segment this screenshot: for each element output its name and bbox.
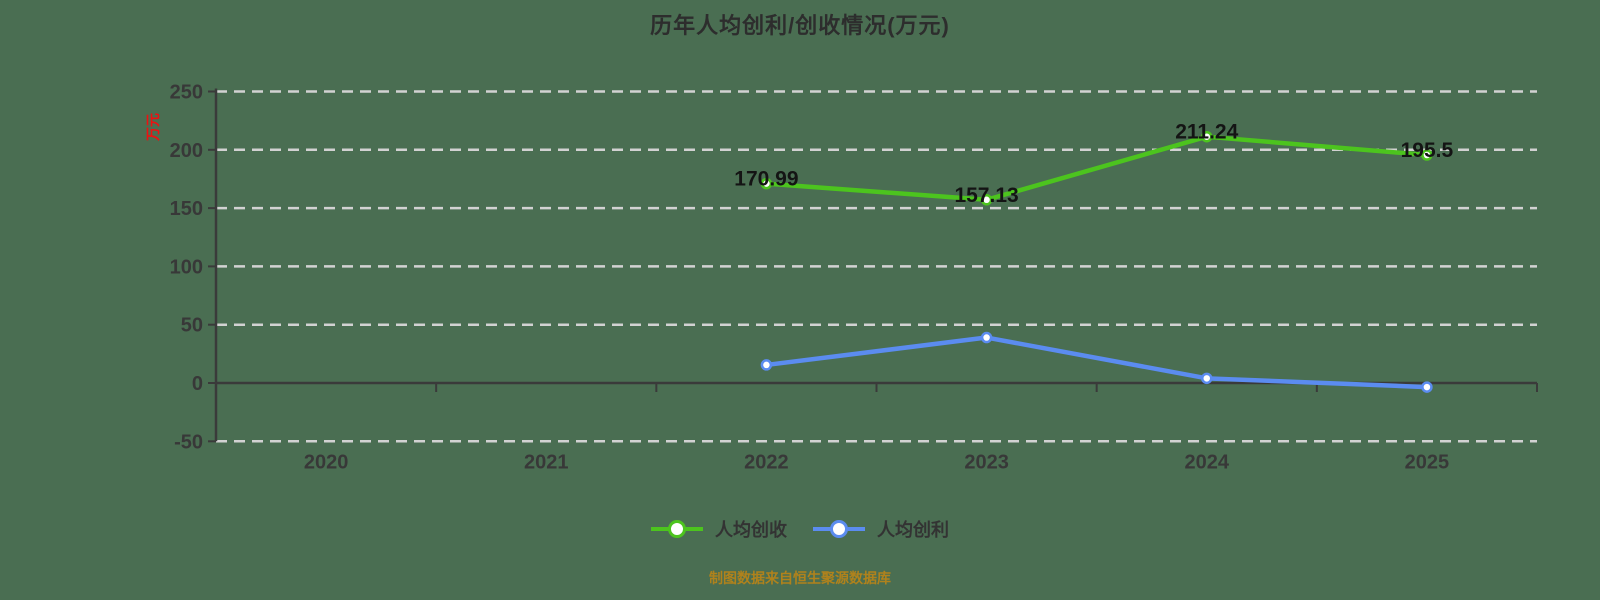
legend-label: 人均创收 bbox=[715, 520, 787, 540]
revenue-legend-marker-icon bbox=[651, 519, 703, 539]
x-tick-label: 2024 bbox=[1185, 451, 1230, 473]
per-capita-revenue-point-label: 170.99 bbox=[734, 168, 798, 191]
per-capita-revenue-point-label: 157.13 bbox=[954, 184, 1018, 207]
y-tick-label: 50 bbox=[181, 315, 203, 337]
chart-legend: 人均创收 人均创利 bbox=[0, 516, 1600, 542]
legend-label: 人均创利 bbox=[877, 520, 949, 540]
data-source-note: 制图数据来自恒生聚源数据库 bbox=[709, 570, 891, 586]
per-capita-profit-line bbox=[764, 335, 1430, 390]
chart-title: 历年人均创利/创收情况(万元) bbox=[650, 13, 950, 38]
per-capita-profit-point bbox=[760, 359, 773, 371]
y-tick-label: 200 bbox=[170, 140, 203, 162]
legend-item-per-capita-revenue[interactable]: 人均创收 bbox=[651, 516, 787, 542]
x-tick-label: 2020 bbox=[304, 451, 349, 473]
y-tick-label: -50 bbox=[174, 431, 203, 453]
per-capita-revenue-point bbox=[1421, 149, 1433, 161]
x-tick-label: 2025 bbox=[1405, 451, 1450, 473]
per-capita-revenue-point-label: 195.5 bbox=[1401, 139, 1454, 162]
x-tick-label: 2023 bbox=[964, 451, 1009, 473]
per-capita-revenue-point-label: 211.24 bbox=[1175, 121, 1238, 144]
per-capita-revenue-point bbox=[1201, 130, 1213, 143]
x-tick-label: 2021 bbox=[524, 451, 569, 473]
per-capita-profit-point bbox=[1201, 372, 1213, 385]
profit-legend-marker-icon bbox=[813, 519, 865, 539]
per-capita-revenue-point bbox=[980, 194, 993, 206]
per-capita-profit-point bbox=[980, 331, 993, 344]
y-tick-label: 0 bbox=[192, 373, 203, 395]
y-tick-label: 250 bbox=[170, 82, 203, 104]
x-tick-label: 2022 bbox=[744, 451, 789, 473]
per-capita-profit-point bbox=[1421, 381, 1433, 393]
per-capita-revenue-line bbox=[764, 134, 1430, 203]
per-capita-revenue-point bbox=[760, 177, 773, 190]
y-tick-label: 150 bbox=[170, 198, 203, 220]
y-tick-label: 100 bbox=[170, 256, 203, 278]
legend-item-per-capita-profit[interactable]: 人均创利 bbox=[813, 516, 949, 542]
